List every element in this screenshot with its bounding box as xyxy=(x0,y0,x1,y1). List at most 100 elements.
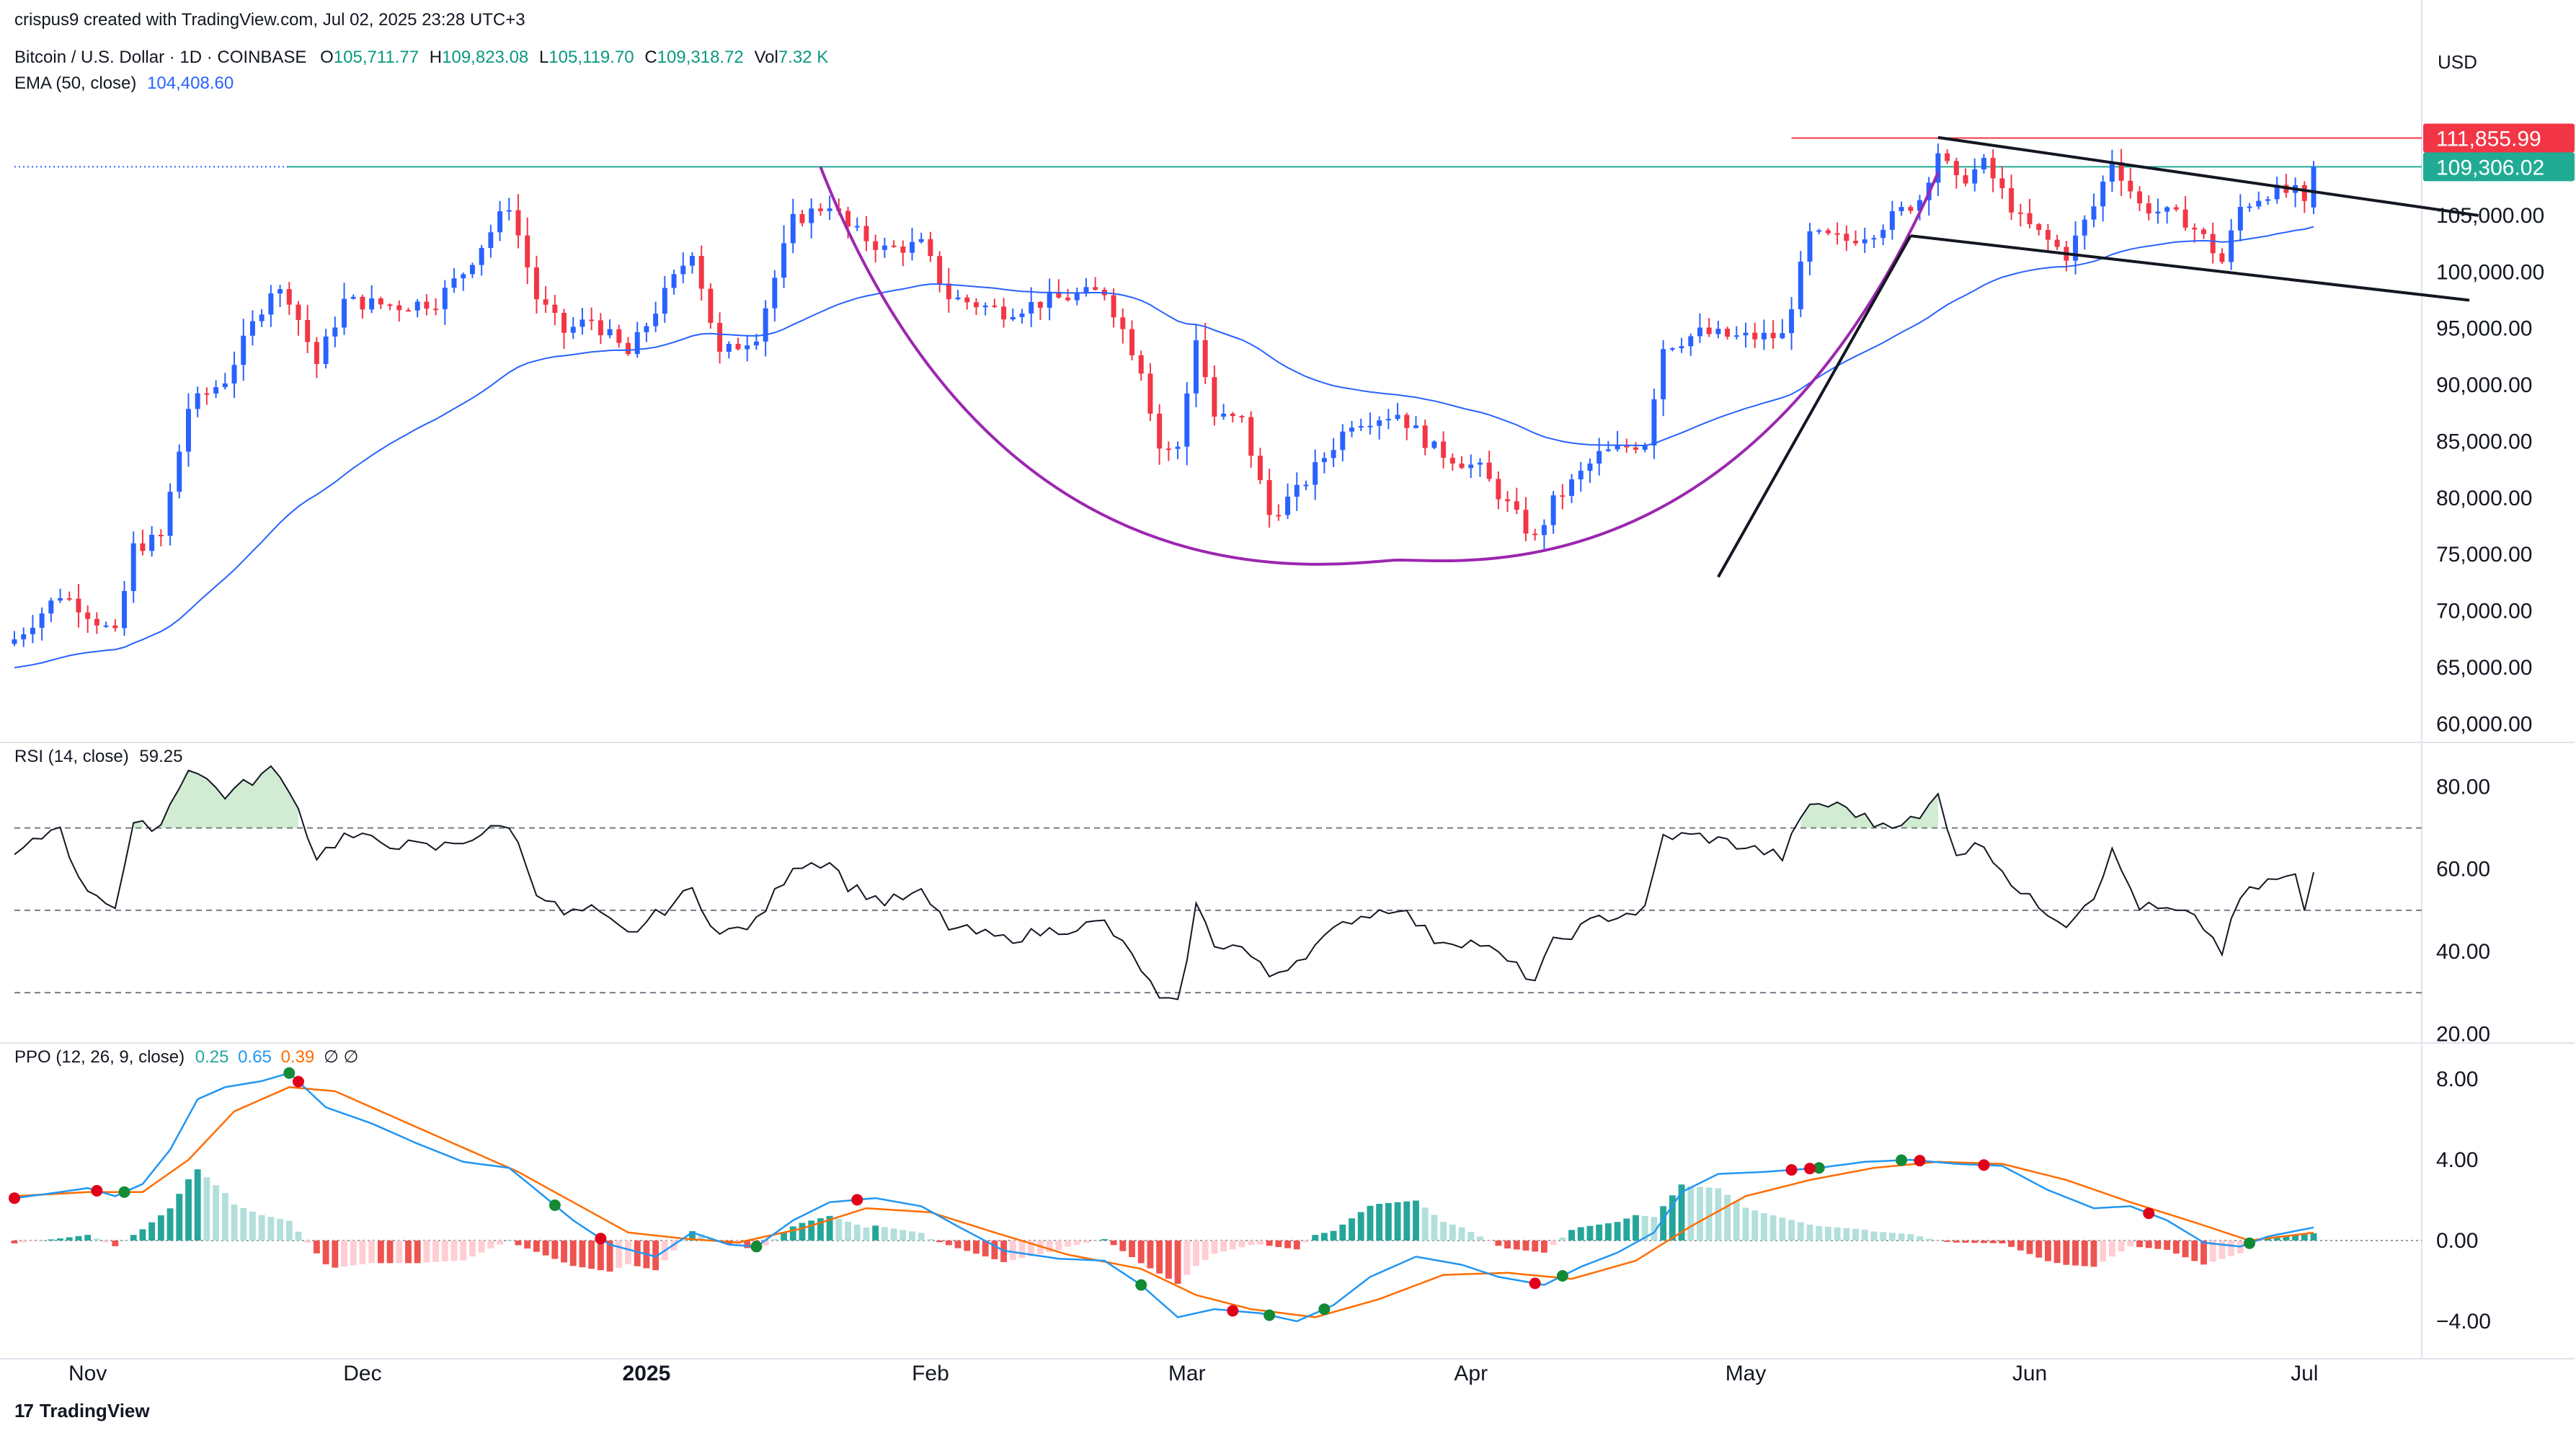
ppo-histogram-bar xyxy=(524,1241,531,1249)
ppo-histogram-bar xyxy=(1953,1241,1960,1243)
candle-body xyxy=(1449,458,1455,464)
candle-body xyxy=(130,543,136,591)
chart-credit: crispus9 created with TradingView.com, J… xyxy=(14,10,525,30)
candle-body xyxy=(1074,293,1080,301)
candle-body xyxy=(1953,161,1959,176)
ppo-histogram-bar xyxy=(1312,1235,1319,1241)
ppo-histogram-bar xyxy=(872,1225,879,1241)
ppo-histogram-bar xyxy=(579,1241,586,1268)
ppo-histogram-bar xyxy=(936,1241,943,1243)
ppo-histogram-bar xyxy=(1238,1241,1245,1248)
candle-body xyxy=(1377,420,1382,426)
candle-body xyxy=(369,298,375,310)
time-axis-label: Jun xyxy=(2012,1362,2047,1385)
candle-body xyxy=(1431,441,1437,448)
candle-body xyxy=(268,293,274,315)
ppo-bearish-cross-marker xyxy=(2143,1207,2155,1220)
ppo-histogram-bar xyxy=(2045,1241,2051,1261)
ppo-histogram-bar xyxy=(2118,1241,2125,1251)
candle-body xyxy=(1303,484,1309,487)
candle-body xyxy=(360,296,365,310)
candle-body xyxy=(451,278,457,288)
ppo-histogram-bar xyxy=(102,1241,110,1243)
ppo-histogram-bar xyxy=(1266,1241,1273,1246)
ppo-histogram-bar xyxy=(1806,1224,1813,1241)
rsi-tick-label: 20.00 xyxy=(2436,1022,2490,1046)
ppo-histogram-bar xyxy=(1449,1224,1456,1241)
candle-body xyxy=(772,278,778,309)
candle-body xyxy=(2192,227,2198,230)
ppo-histogram-bar xyxy=(1495,1241,1502,1246)
candle-body xyxy=(433,309,439,311)
ppo-histogram-bar xyxy=(1596,1224,1603,1241)
time-axis-label: 2025 xyxy=(623,1362,671,1385)
ppo-histogram-bar xyxy=(2283,1235,2290,1241)
ppo-histogram-bar xyxy=(1742,1207,1749,1241)
ppo-histogram-bar xyxy=(2182,1241,2189,1258)
rsi-overbought-fill xyxy=(161,766,298,828)
candle-body xyxy=(1065,297,1071,301)
ppo-histogram-bar xyxy=(84,1235,92,1241)
ppo-histogram-bar xyxy=(1302,1241,1310,1243)
candle-body xyxy=(607,329,613,336)
ppo-histogram-bar xyxy=(1477,1236,1483,1241)
candle-body xyxy=(1807,231,1813,262)
candle-body xyxy=(122,590,127,629)
ppo-histogram-bar xyxy=(2228,1241,2235,1256)
ppo-line-value: 0.65 xyxy=(238,1047,272,1067)
ppo-histogram-bar xyxy=(2090,1241,2097,1267)
candle-body xyxy=(195,393,200,409)
price-tick-label: 105,000.00 xyxy=(2436,204,2544,228)
ppo-histogram-bar xyxy=(698,1234,705,1241)
candle-body xyxy=(1120,317,1126,329)
candle-body xyxy=(76,598,81,613)
ppo-bullish-cross-marker xyxy=(750,1241,763,1253)
ppo-histogram-bar xyxy=(1761,1212,1767,1241)
candle-body xyxy=(479,247,484,265)
time-axis-label: Apr xyxy=(1454,1362,1488,1385)
candle-body xyxy=(1596,451,1602,464)
ppo-histogram-bar xyxy=(396,1241,403,1264)
ppo-histogram-bar xyxy=(203,1177,210,1241)
price-tick-label: 60,000.00 xyxy=(2436,712,2532,736)
rsi-overbought-fill xyxy=(1901,794,1938,828)
ppo-histogram-bar xyxy=(771,1239,778,1241)
ppo-histogram-bar xyxy=(1119,1241,1127,1251)
ppo-histogram-bar xyxy=(2145,1241,2152,1248)
candle-body xyxy=(66,598,72,600)
candle-body xyxy=(1898,207,1904,211)
tradingview-logo[interactable]: 17 TradingView xyxy=(14,1400,150,1422)
time-axis-label: Nov xyxy=(68,1362,107,1385)
ppo-histogram-bar xyxy=(1568,1230,1575,1241)
candle-body xyxy=(177,451,182,492)
close-value: 109,318.72 xyxy=(657,48,744,67)
candle-body xyxy=(1294,484,1300,497)
candle-body xyxy=(726,344,732,352)
ppo-histogram-bar xyxy=(1687,1186,1695,1241)
candle-body xyxy=(1871,238,1877,240)
ppo-histogram-bar xyxy=(909,1231,915,1241)
candle-body xyxy=(1587,463,1593,471)
candle-body xyxy=(2146,203,2151,214)
candle-body xyxy=(1029,302,1034,314)
candle-body xyxy=(1853,241,1859,244)
candle-body xyxy=(1523,510,1529,534)
ppo-histogram-bar xyxy=(1586,1225,1594,1241)
candle-body xyxy=(350,296,356,299)
ppo-histogram-bar xyxy=(460,1241,467,1261)
ppo-tick-label: 8.00 xyxy=(2436,1068,2478,1091)
candle-body xyxy=(1157,413,1163,449)
ppo-bearish-cross-marker xyxy=(1978,1159,1990,1171)
candle-body xyxy=(1212,377,1217,417)
ppo-histogram-bar xyxy=(487,1241,494,1248)
ppo-histogram-bar xyxy=(2219,1241,2226,1259)
ppo-histogram-bar xyxy=(634,1241,641,1266)
candle-body xyxy=(112,625,118,629)
ppo-histogram-bar xyxy=(304,1241,311,1243)
candle-body xyxy=(1404,414,1410,428)
ppo-histogram-bar xyxy=(1614,1222,1621,1241)
candle-body xyxy=(1349,427,1355,432)
ppo-histogram-bar xyxy=(1779,1217,1786,1241)
candle-body xyxy=(1340,431,1346,451)
candle-body xyxy=(790,213,796,244)
